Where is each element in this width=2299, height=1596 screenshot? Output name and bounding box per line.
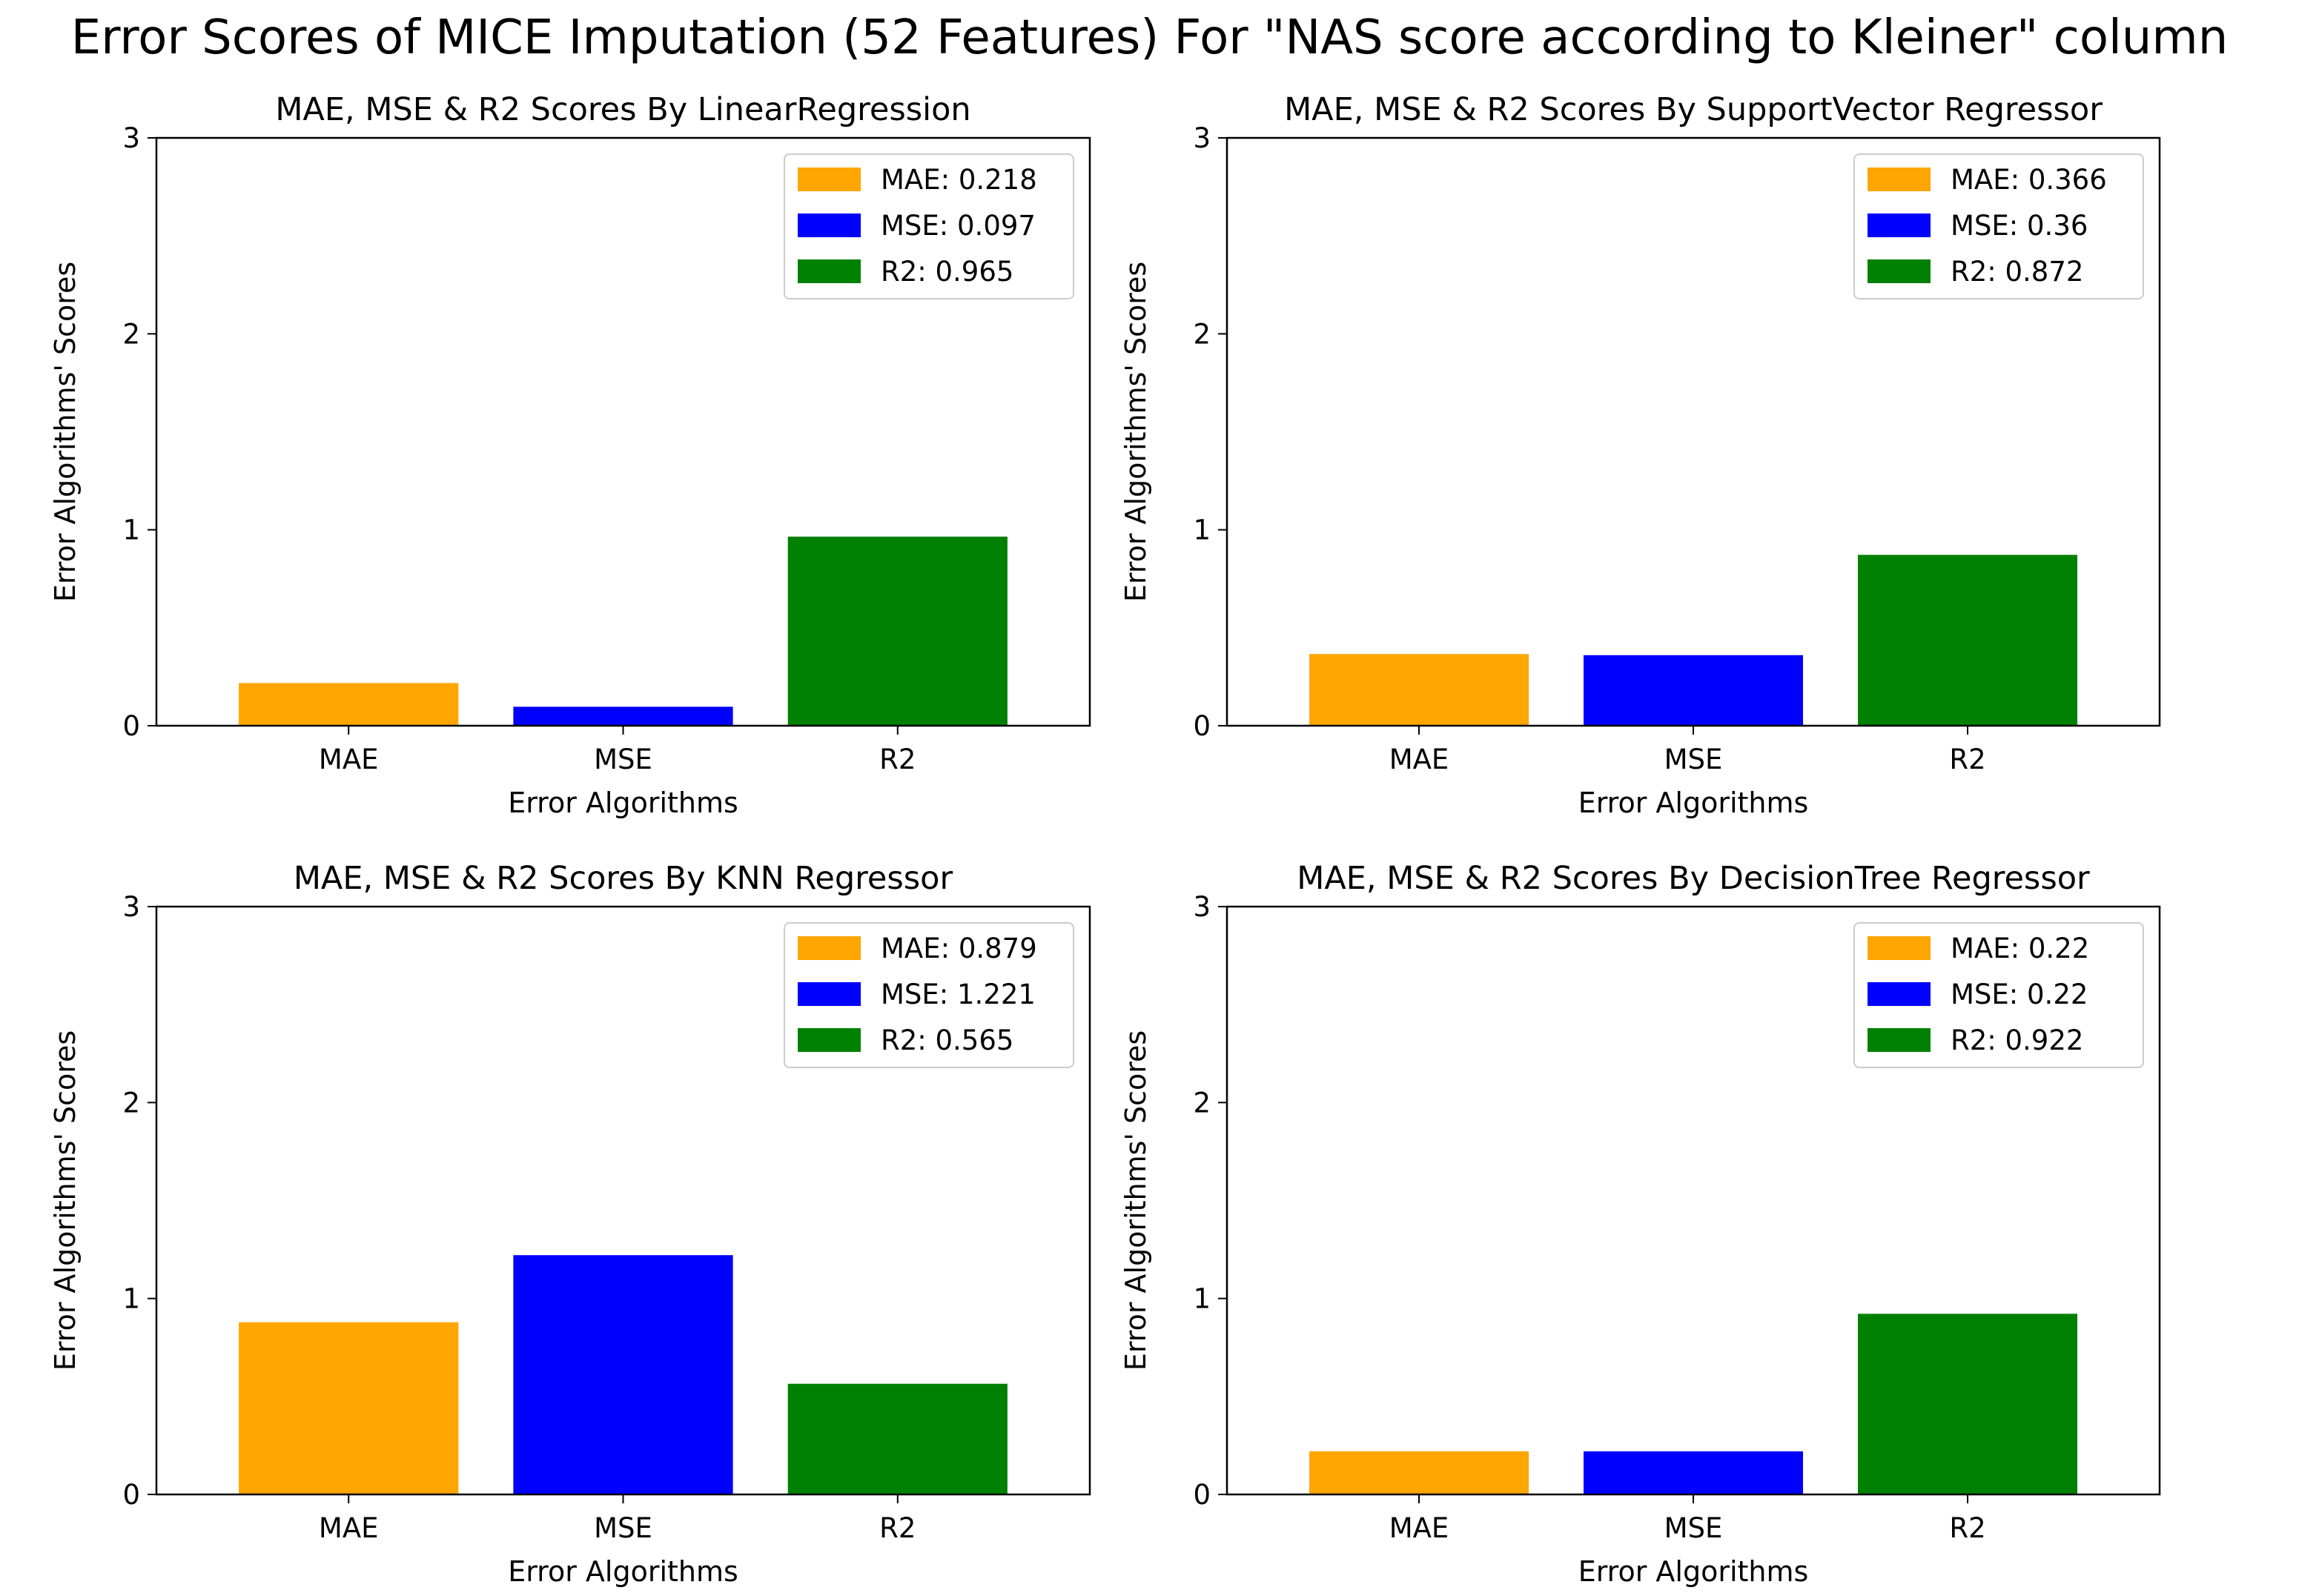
y-axis-label: Error Algorithms' Scores bbox=[1119, 262, 1152, 602]
legend-label: R2: 0.922 bbox=[1951, 1024, 2083, 1056]
bar-mae bbox=[1309, 654, 1529, 726]
y-tick-label: 3 bbox=[1193, 122, 1211, 154]
y-tick-label: 2 bbox=[122, 318, 140, 350]
y-tick-label: 0 bbox=[122, 1479, 140, 1511]
y-tick-label: 0 bbox=[122, 710, 140, 742]
legend-swatch bbox=[798, 982, 861, 1006]
y-tick-label: 1 bbox=[1193, 1283, 1211, 1315]
figure-title: Error Scores of MICE Imputation (52 Feat… bbox=[70, 10, 2229, 65]
bar-r2 bbox=[787, 536, 1008, 726]
legend-swatch bbox=[798, 168, 861, 191]
axes-frame bbox=[155, 136, 1091, 727]
legend-swatch bbox=[798, 936, 861, 960]
legend-label: MAE: 0.22 bbox=[1951, 933, 2089, 964]
legend-label: MSE: 0.22 bbox=[1951, 979, 2088, 1010]
bar-mse bbox=[1584, 1451, 1803, 1494]
legend-swatch bbox=[798, 259, 861, 283]
legend-swatch bbox=[1868, 982, 1931, 1006]
y-tick-label: 1 bbox=[122, 1283, 140, 1315]
x-tick-label: R2 bbox=[879, 1512, 916, 1544]
y-tick-label: 1 bbox=[122, 514, 140, 546]
x-axis-label: Error Algorithms bbox=[1578, 1555, 1809, 1588]
legend-swatch bbox=[1868, 1028, 1931, 1052]
x-axis-label: Error Algorithms bbox=[508, 787, 738, 819]
axes-frame bbox=[1225, 905, 2161, 1496]
legend-label: MAE: 0.879 bbox=[881, 933, 1037, 964]
bar-mse bbox=[1584, 655, 1803, 726]
y-tick-label: 3 bbox=[1193, 891, 1211, 923]
subplot-title: MAE, MSE & R2 Scores By DecisionTree Reg… bbox=[1297, 860, 2090, 897]
y-tick-label: 0 bbox=[1193, 1479, 1211, 1511]
legend-label: MSE: 1.221 bbox=[881, 979, 1036, 1010]
y-axis-label: Error Algorithms' Scores bbox=[49, 1030, 82, 1371]
legend-label: R2: 0.872 bbox=[1951, 256, 2083, 288]
x-tick-label: MAE bbox=[1389, 1512, 1449, 1544]
legend-swatch bbox=[1868, 213, 1931, 237]
legend-swatch bbox=[1868, 936, 1931, 960]
legend-label: R2: 0.565 bbox=[881, 1024, 1013, 1056]
bar-r2 bbox=[1858, 554, 2077, 726]
y-axis-label: Error Algorithms' Scores bbox=[1119, 1030, 1152, 1371]
legend-label: MAE: 0.366 bbox=[1951, 164, 2107, 196]
legend-swatch bbox=[798, 213, 861, 237]
subplot-title: MAE, MSE & R2 Scores By LinearRegression bbox=[275, 91, 970, 128]
y-tick-label: 3 bbox=[122, 122, 140, 154]
bar-mae bbox=[1309, 1451, 1529, 1494]
y-axis-label: Error Algorithms' Scores bbox=[49, 262, 82, 602]
legend-swatch bbox=[798, 1028, 861, 1052]
y-tick-label: 2 bbox=[1193, 318, 1211, 350]
bar-mse bbox=[513, 706, 733, 726]
legend-label: MSE: 0.097 bbox=[881, 210, 1036, 242]
y-tick-label: 1 bbox=[1193, 514, 1211, 546]
legend-swatch bbox=[1868, 259, 1931, 283]
y-tick-label: 0 bbox=[1193, 710, 1211, 742]
x-tick-label: MAE bbox=[319, 744, 379, 775]
x-tick-label: MSE bbox=[594, 1512, 652, 1544]
bar-r2 bbox=[1858, 1314, 2077, 1494]
axes-frame bbox=[1225, 136, 2161, 727]
bar-mae bbox=[239, 1322, 459, 1494]
x-tick-label: MSE bbox=[594, 744, 652, 775]
bar-mse bbox=[513, 1255, 733, 1494]
x-axis-label: Error Algorithms bbox=[1578, 787, 1809, 819]
x-tick-label: MSE bbox=[1664, 1512, 1723, 1544]
y-tick-label: 2 bbox=[1193, 1087, 1211, 1119]
x-tick-label: R2 bbox=[1949, 1512, 1985, 1544]
legend-label: R2: 0.965 bbox=[881, 256, 1013, 288]
x-tick-label: R2 bbox=[879, 744, 916, 775]
x-axis-label: Error Algorithms bbox=[508, 1555, 738, 1588]
legend-swatch bbox=[1868, 168, 1931, 191]
x-tick-label: MSE bbox=[1664, 744, 1723, 775]
y-tick-label: 2 bbox=[122, 1087, 140, 1119]
legend-label: MAE: 0.218 bbox=[881, 164, 1037, 196]
bar-r2 bbox=[787, 1383, 1008, 1494]
legend-label: MSE: 0.36 bbox=[1951, 210, 2088, 242]
subplot-title: MAE, MSE & R2 Scores By SupportVector Re… bbox=[1284, 91, 2103, 128]
axes-frame bbox=[155, 905, 1091, 1496]
x-tick-label: MAE bbox=[319, 1512, 379, 1544]
bar-mae bbox=[239, 683, 459, 726]
subplot-title: MAE, MSE & R2 Scores By KNN Regressor bbox=[294, 860, 953, 897]
x-tick-label: MAE bbox=[1389, 744, 1449, 775]
y-tick-label: 3 bbox=[122, 891, 140, 923]
x-tick-label: R2 bbox=[1949, 744, 1985, 775]
